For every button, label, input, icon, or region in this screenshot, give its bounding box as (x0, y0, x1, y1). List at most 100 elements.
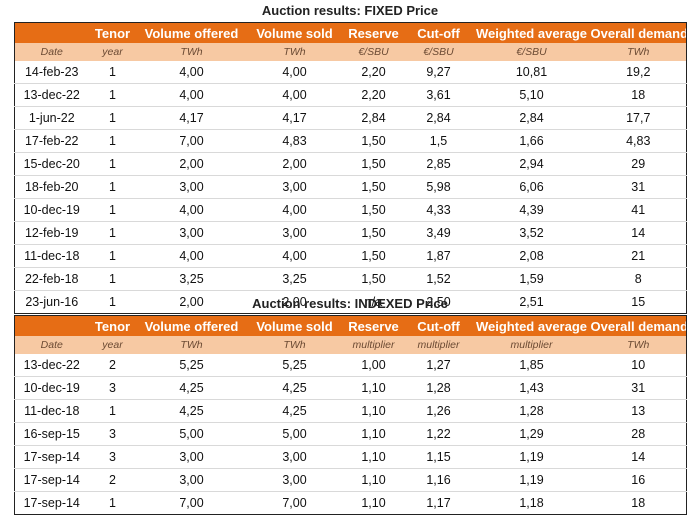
cell-overall-demand: 21 (590, 244, 687, 268)
cell-overall-demand: 8 (590, 267, 687, 291)
cell-date: 17-feb-22 (14, 129, 89, 153)
cell-weighted-average: 1,28 (472, 399, 591, 423)
cell-reserve: 1,50 (342, 244, 405, 268)
cell-tenor: 1 (88, 221, 137, 245)
table-row: 1-jun-22 1 4,17 4,17 2,84 2,84 2,84 17,7 (14, 106, 687, 130)
cell-reserve: 1,10 (342, 491, 405, 515)
cell-weighted-average: 1,19 (472, 468, 591, 492)
units-row: Date year TWh TWh multiplier multiplier multip… (14, 336, 687, 354)
cell-volume-sold: 3,00 (246, 445, 343, 469)
cell-overall-demand: 13 (590, 399, 687, 423)
unit-overall-demand: TWh (590, 336, 687, 354)
cell-date: 22-feb-18 (14, 267, 89, 291)
col-header-reserve: Reserve (342, 315, 405, 336)
fixed-price-section: Auction results: FIXED Price Tenor Volume… (14, 0, 687, 314)
cell-volume-offered: 4,00 (136, 83, 247, 107)
cell-tenor: 1 (88, 491, 137, 515)
cell-volume-sold: 3,00 (246, 175, 343, 199)
cell-volume-sold: 4,83 (246, 129, 343, 153)
table-row: 17-sep-14 3 3,00 3,00 1,10 1,15 1,19 14 (14, 445, 687, 469)
table-row: 14-feb-23 1 4,00 4,00 2,20 9,27 10,81 19,2 (14, 61, 687, 84)
cell-reserve: 1,10 (342, 468, 405, 492)
cell-date: 10-dec-19 (14, 376, 89, 400)
cell-volume-offered: 5,25 (136, 354, 247, 377)
cell-volume-sold: 4,00 (246, 198, 343, 222)
col-header-date (14, 22, 89, 43)
cell-reserve: n/a (342, 290, 405, 314)
cell-weighted-average: 1,59 (472, 267, 591, 291)
cell-volume-sold: 3,00 (246, 468, 343, 492)
cell-weighted-average: 1,66 (472, 129, 591, 153)
cell-cut-off: 1,22 (404, 422, 473, 446)
cell-weighted-average: 1,19 (472, 445, 591, 469)
col-header-tenor: Tenor (88, 315, 137, 336)
cell-date: 17-sep-14 (14, 445, 89, 469)
cell-weighted-average: 1,29 (472, 422, 591, 446)
cell-tenor: 1 (88, 152, 137, 176)
table-row: 10-dec-19 3 4,25 4,25 1,10 1,28 1,43 31 (14, 376, 687, 400)
cell-volume-offered: 3,00 (136, 445, 247, 469)
cell-reserve: 1,50 (342, 267, 405, 291)
cell-cut-off: 5,98 (404, 175, 473, 199)
cell-cut-off: 1,17 (404, 491, 473, 515)
cell-tenor: 1 (88, 175, 137, 199)
cell-weighted-average: 6,06 (472, 175, 591, 199)
table-row: 15-dec-20 1 2,00 2,00 1,50 2,85 2,94 29 (14, 152, 687, 176)
cell-date: 18-feb-20 (14, 175, 89, 199)
unit-volume-offered: TWh (136, 43, 247, 61)
cell-reserve: 2,20 (342, 61, 405, 84)
cell-volume-offered: 3,00 (136, 175, 247, 199)
cell-date: 17-sep-14 (14, 468, 89, 492)
cell-reserve: 1,10 (342, 445, 405, 469)
cell-overall-demand: 15 (590, 290, 687, 314)
cell-weighted-average: 5,10 (472, 83, 591, 107)
cell-date: 15-dec-20 (14, 152, 89, 176)
cell-reserve: 1,50 (342, 175, 405, 199)
unit-volume-offered: TWh (136, 336, 247, 354)
cell-weighted-average: 4,39 (472, 198, 591, 222)
unit-volume-sold: TWh (246, 336, 343, 354)
cell-weighted-average: 2,51 (472, 290, 591, 314)
table-row: 12-feb-19 1 3,00 3,00 1,50 3,49 3,52 14 (14, 221, 687, 245)
table-body: 13-dec-22 2 5,25 5,25 1,00 1,27 1,85 10 10-dec-1… (14, 354, 687, 515)
cell-overall-demand: 19,2 (590, 61, 687, 84)
cell-overall-demand: 29 (590, 152, 687, 176)
unit-date: Date (14, 336, 89, 354)
unit-reserve: €/SBU (342, 43, 405, 61)
fixed-price-title: Auction results: FIXED Price (261, 3, 439, 18)
table-row: 22-feb-18 1 3,25 3,25 1,50 1,52 1,59 8 (14, 267, 687, 291)
cell-tenor: 1 (88, 267, 137, 291)
table-row: 17-feb-22 1 7,00 4,83 1,50 1,5 1,66 4,83 (14, 129, 687, 153)
unit-volume-sold: TWh (246, 43, 343, 61)
col-header-volume-offered: Volume offered (136, 315, 247, 336)
cell-tenor: 1 (88, 83, 137, 107)
cell-tenor: 1 (88, 61, 137, 84)
cell-tenor: 1 (88, 129, 137, 153)
cell-reserve: 1,50 (342, 129, 405, 153)
cell-date: 12-feb-19 (14, 221, 89, 245)
cell-volume-offered: 7,00 (136, 491, 247, 515)
cell-date: 23-jun-16 (14, 290, 89, 314)
unit-overall-demand: TWh (590, 43, 687, 61)
unit-cut-off: multiplier (404, 336, 473, 354)
cell-reserve: 1,10 (342, 399, 405, 423)
cell-cut-off: 1,52 (404, 267, 473, 291)
cell-reserve: 1,10 (342, 422, 405, 446)
cell-overall-demand: 17,7 (590, 106, 687, 130)
cell-volume-offered: 4,25 (136, 376, 247, 400)
table-row: 13-dec-22 1 4,00 4,00 2,20 3,61 5,10 18 (14, 83, 687, 107)
cell-date: 14-feb-23 (14, 61, 89, 84)
cell-date: 11-dec-18 (14, 399, 89, 423)
unit-date: Date (14, 43, 89, 61)
cell-cut-off: 1,28 (404, 376, 473, 400)
cell-volume-sold: 4,00 (246, 244, 343, 268)
cell-cut-off: 2,85 (404, 152, 473, 176)
cell-cut-off: 2,84 (404, 106, 473, 130)
cell-volume-offered: 4,00 (136, 244, 247, 268)
cell-overall-demand: 14 (590, 445, 687, 469)
cell-volume-sold: 3,00 (246, 221, 343, 245)
cell-weighted-average: 2,08 (472, 244, 591, 268)
cell-tenor: 1 (88, 198, 137, 222)
cell-date: 13-dec-22 (14, 354, 89, 377)
cell-volume-sold: 4,17 (246, 106, 343, 130)
